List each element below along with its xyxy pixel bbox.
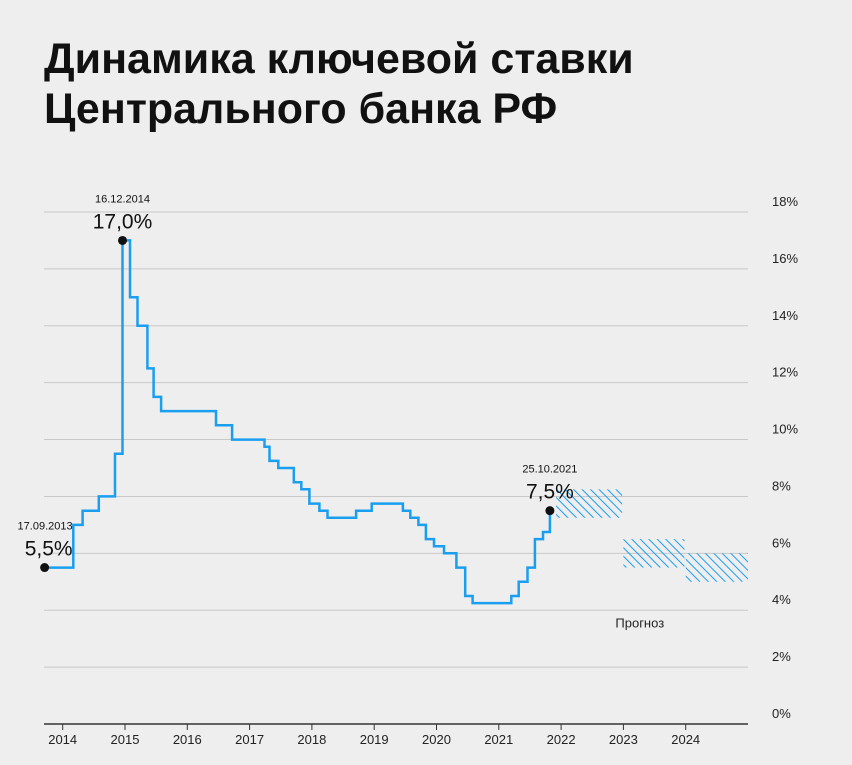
x-tick-label: 2024 xyxy=(671,732,700,747)
y-tick-label: 6% xyxy=(772,535,791,550)
x-tick-label: 2019 xyxy=(360,732,389,747)
annotation-date: 25.10.2021 xyxy=(522,464,577,476)
x-tick-label: 2014 xyxy=(48,732,77,747)
title-line-1: Динамика ключевой ставки xyxy=(44,35,634,83)
x-tick-label: 2018 xyxy=(297,732,326,747)
annotation-value: 5,5% xyxy=(25,538,73,561)
y-tick-label: 4% xyxy=(772,592,791,607)
y-tick-label: 10% xyxy=(772,422,798,437)
title-line-2: Центрального банка РФ xyxy=(44,85,558,133)
forecast-range xyxy=(623,539,685,568)
y-tick-label: 18% xyxy=(772,194,798,209)
x-tick-label: 2022 xyxy=(547,732,576,747)
y-tick-label: 8% xyxy=(772,478,791,493)
annotation-date: 17.09.2013 xyxy=(18,521,73,533)
y-tick-label: 14% xyxy=(772,308,798,323)
annotation-marker xyxy=(545,506,555,516)
page-title: Динамика ключевой ставки Центрального ба… xyxy=(44,34,804,134)
y-tick-label: 16% xyxy=(772,251,798,266)
x-tick-label: 2015 xyxy=(111,732,140,747)
forecast-label: Прогноз xyxy=(615,616,664,631)
annotation-value: 7,5% xyxy=(526,481,574,504)
annotation-marker xyxy=(117,235,127,245)
rate-line xyxy=(44,239,552,605)
x-tick-label: 2017 xyxy=(235,732,264,747)
x-tick-label: 2020 xyxy=(422,732,451,747)
forecast-range xyxy=(556,489,623,518)
forecast-range xyxy=(685,553,748,582)
annotation-marker xyxy=(40,563,50,573)
x-tick-label: 2023 xyxy=(609,732,638,747)
x-tick-label: 2016 xyxy=(173,732,202,747)
y-tick-label: 2% xyxy=(772,649,791,664)
annotation-value: 17,0% xyxy=(93,210,153,233)
y-tick-label: 0% xyxy=(772,706,791,721)
annotation-date: 16.12.2014 xyxy=(95,193,150,205)
x-tick-label: 2021 xyxy=(484,732,513,747)
y-tick-label: 12% xyxy=(772,365,798,380)
